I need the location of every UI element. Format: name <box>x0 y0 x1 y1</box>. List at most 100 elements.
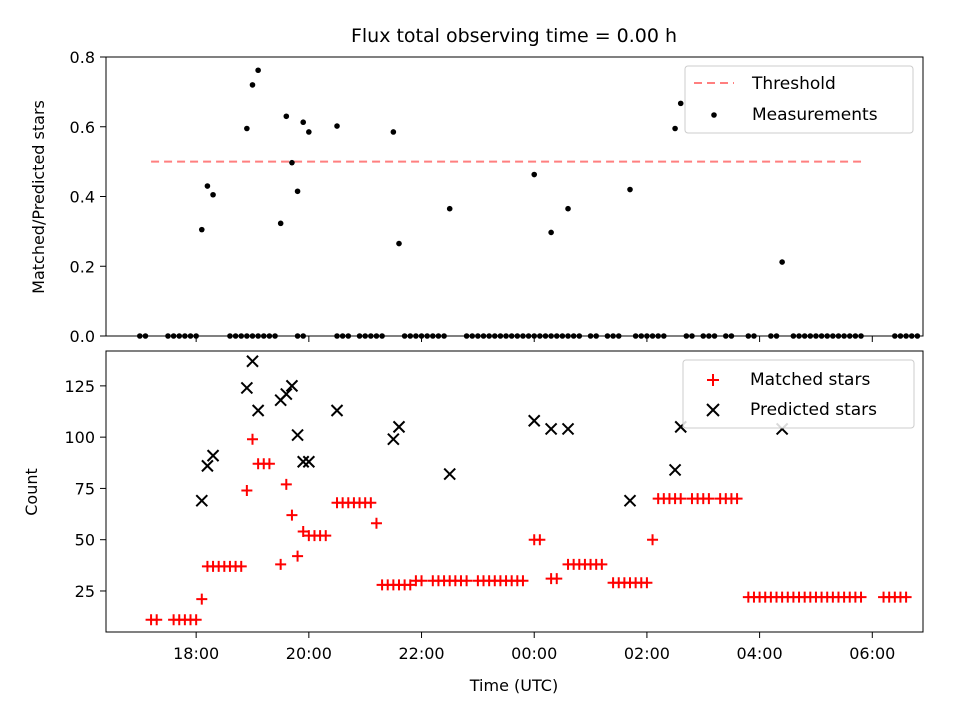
predicted-star-point <box>544 422 558 436</box>
predicted-star-point <box>561 422 575 436</box>
predicted-star-point <box>392 420 406 434</box>
bottom-y-ticks: 25 50 75 100 125 <box>64 377 106 601</box>
measurement-point <box>210 191 216 198</box>
measurement-point <box>198 226 205 233</box>
predicted-star-point <box>387 432 400 446</box>
predicted-star-point <box>195 494 208 507</box>
measurement-point <box>779 259 785 265</box>
matched-star-point <box>286 509 298 521</box>
predicted-star-point <box>330 404 344 417</box>
matched-star-point <box>246 433 258 445</box>
bottom-legend-box <box>682 359 915 429</box>
predicted-star-point <box>280 387 293 401</box>
matched-star-point <box>196 593 208 605</box>
measurement-point <box>677 100 684 107</box>
legend-matched-swatch <box>707 374 719 386</box>
top-legend: Threshold Measurements <box>684 65 914 134</box>
measurement-point <box>283 113 290 120</box>
matched-stars-points <box>145 433 912 626</box>
matched-star-point <box>703 493 715 505</box>
x-tick-label: 04:00 <box>737 644 783 663</box>
predicted-star-point <box>206 449 220 462</box>
bottom-y-tick-label: 125 <box>64 377 95 396</box>
matched-star-point <box>855 591 867 603</box>
measurement-point <box>306 129 312 135</box>
measurement-point <box>627 186 633 193</box>
matched-star-point <box>292 550 304 562</box>
measurement-point <box>255 67 261 74</box>
predicted-star-point <box>251 404 265 417</box>
bottom-x-ticks: 18:00 20:00 22:00 00:00 02:00 04:00 06:00 <box>173 632 895 663</box>
matched-star-point <box>241 484 253 496</box>
matched-star-point <box>370 517 382 529</box>
measurement-point <box>289 159 295 166</box>
top-legend-box <box>684 65 914 134</box>
top-y-tick-label: 0.8 <box>70 48 95 67</box>
measurement-point <box>300 119 307 126</box>
matched-star-point <box>647 534 659 546</box>
predicted-star-point <box>240 381 254 395</box>
predicted-star-point <box>528 414 541 427</box>
top-panel: 0.00.20.40.60.8 Matched/Predicted stars … <box>29 48 924 346</box>
legend-measurements-label: Measurements <box>752 105 878 125</box>
matched-star-point <box>275 558 287 570</box>
bottom-y-tick-label: 50 <box>75 531 95 550</box>
matched-star-point <box>297 525 309 537</box>
measurement-point <box>334 123 340 129</box>
matched-star-point <box>320 530 332 542</box>
matched-star-point <box>675 493 687 505</box>
matched-star-point <box>596 558 608 570</box>
matched-star-point <box>731 493 743 505</box>
measurement-point <box>565 205 571 212</box>
measurement-point <box>204 183 211 189</box>
bottom-y-tick-label: 100 <box>64 428 95 447</box>
predicted-star-point <box>302 455 316 468</box>
x-tick-label: 22:00 <box>398 644 444 663</box>
bottom-y-tick-label: 25 <box>75 582 95 601</box>
top-axes-frame <box>105 56 924 337</box>
measurement-point <box>531 171 538 178</box>
measurement-point <box>548 229 554 236</box>
measurement-point <box>672 125 678 132</box>
predicted-star-point <box>443 467 456 481</box>
matched-star-point <box>551 573 563 585</box>
bottom-axes-frame <box>105 350 924 633</box>
matched-star-point <box>416 575 428 587</box>
measurement-point <box>396 240 402 247</box>
x-tick-label: 20:00 <box>286 644 332 663</box>
chart-title: Flux total observing time = 0.00 h <box>351 25 677 47</box>
matched-star-point <box>365 497 377 509</box>
predicted-star-point <box>296 455 310 468</box>
bottom-y-tick-label: 75 <box>75 479 95 498</box>
predicted-star-point <box>201 459 214 473</box>
matched-star-point <box>517 575 529 587</box>
predicted-star-point <box>291 428 304 442</box>
measurement-point <box>446 205 453 212</box>
x-tick-label: 02:00 <box>624 644 670 663</box>
matched-star-point <box>151 614 163 626</box>
matched-star-point <box>900 591 912 603</box>
top-y-axis-label: Matched/Predicted stars <box>29 100 48 294</box>
legend-measurements-swatch <box>711 112 717 118</box>
top-y-tick-label: 0.6 <box>70 118 95 137</box>
measurement-point <box>244 125 250 132</box>
measurement-point <box>294 188 301 195</box>
matched-star-point <box>404 579 416 591</box>
matched-star-point <box>190 614 202 626</box>
legend-predicted-swatch <box>706 403 720 417</box>
top-y-tick-label: 0.0 <box>70 327 95 346</box>
legend-threshold-label: Threshold <box>751 74 836 94</box>
x-tick-label: 18:00 <box>173 644 219 663</box>
matched-star-point <box>641 577 653 589</box>
legend-predicted-label: Predicted stars <box>750 400 877 420</box>
predicted-star-point <box>668 463 682 477</box>
predicted-star-point <box>285 379 299 393</box>
matched-star-point <box>263 458 275 470</box>
predicted-star-point <box>623 494 637 507</box>
bottom-x-axis-label: Time (UTC) <box>469 676 558 695</box>
top-y-tick-label: 0.4 <box>70 188 95 207</box>
measurement-point <box>249 82 256 88</box>
matched-star-point <box>461 575 473 587</box>
x-tick-label: 06:00 <box>849 644 895 663</box>
